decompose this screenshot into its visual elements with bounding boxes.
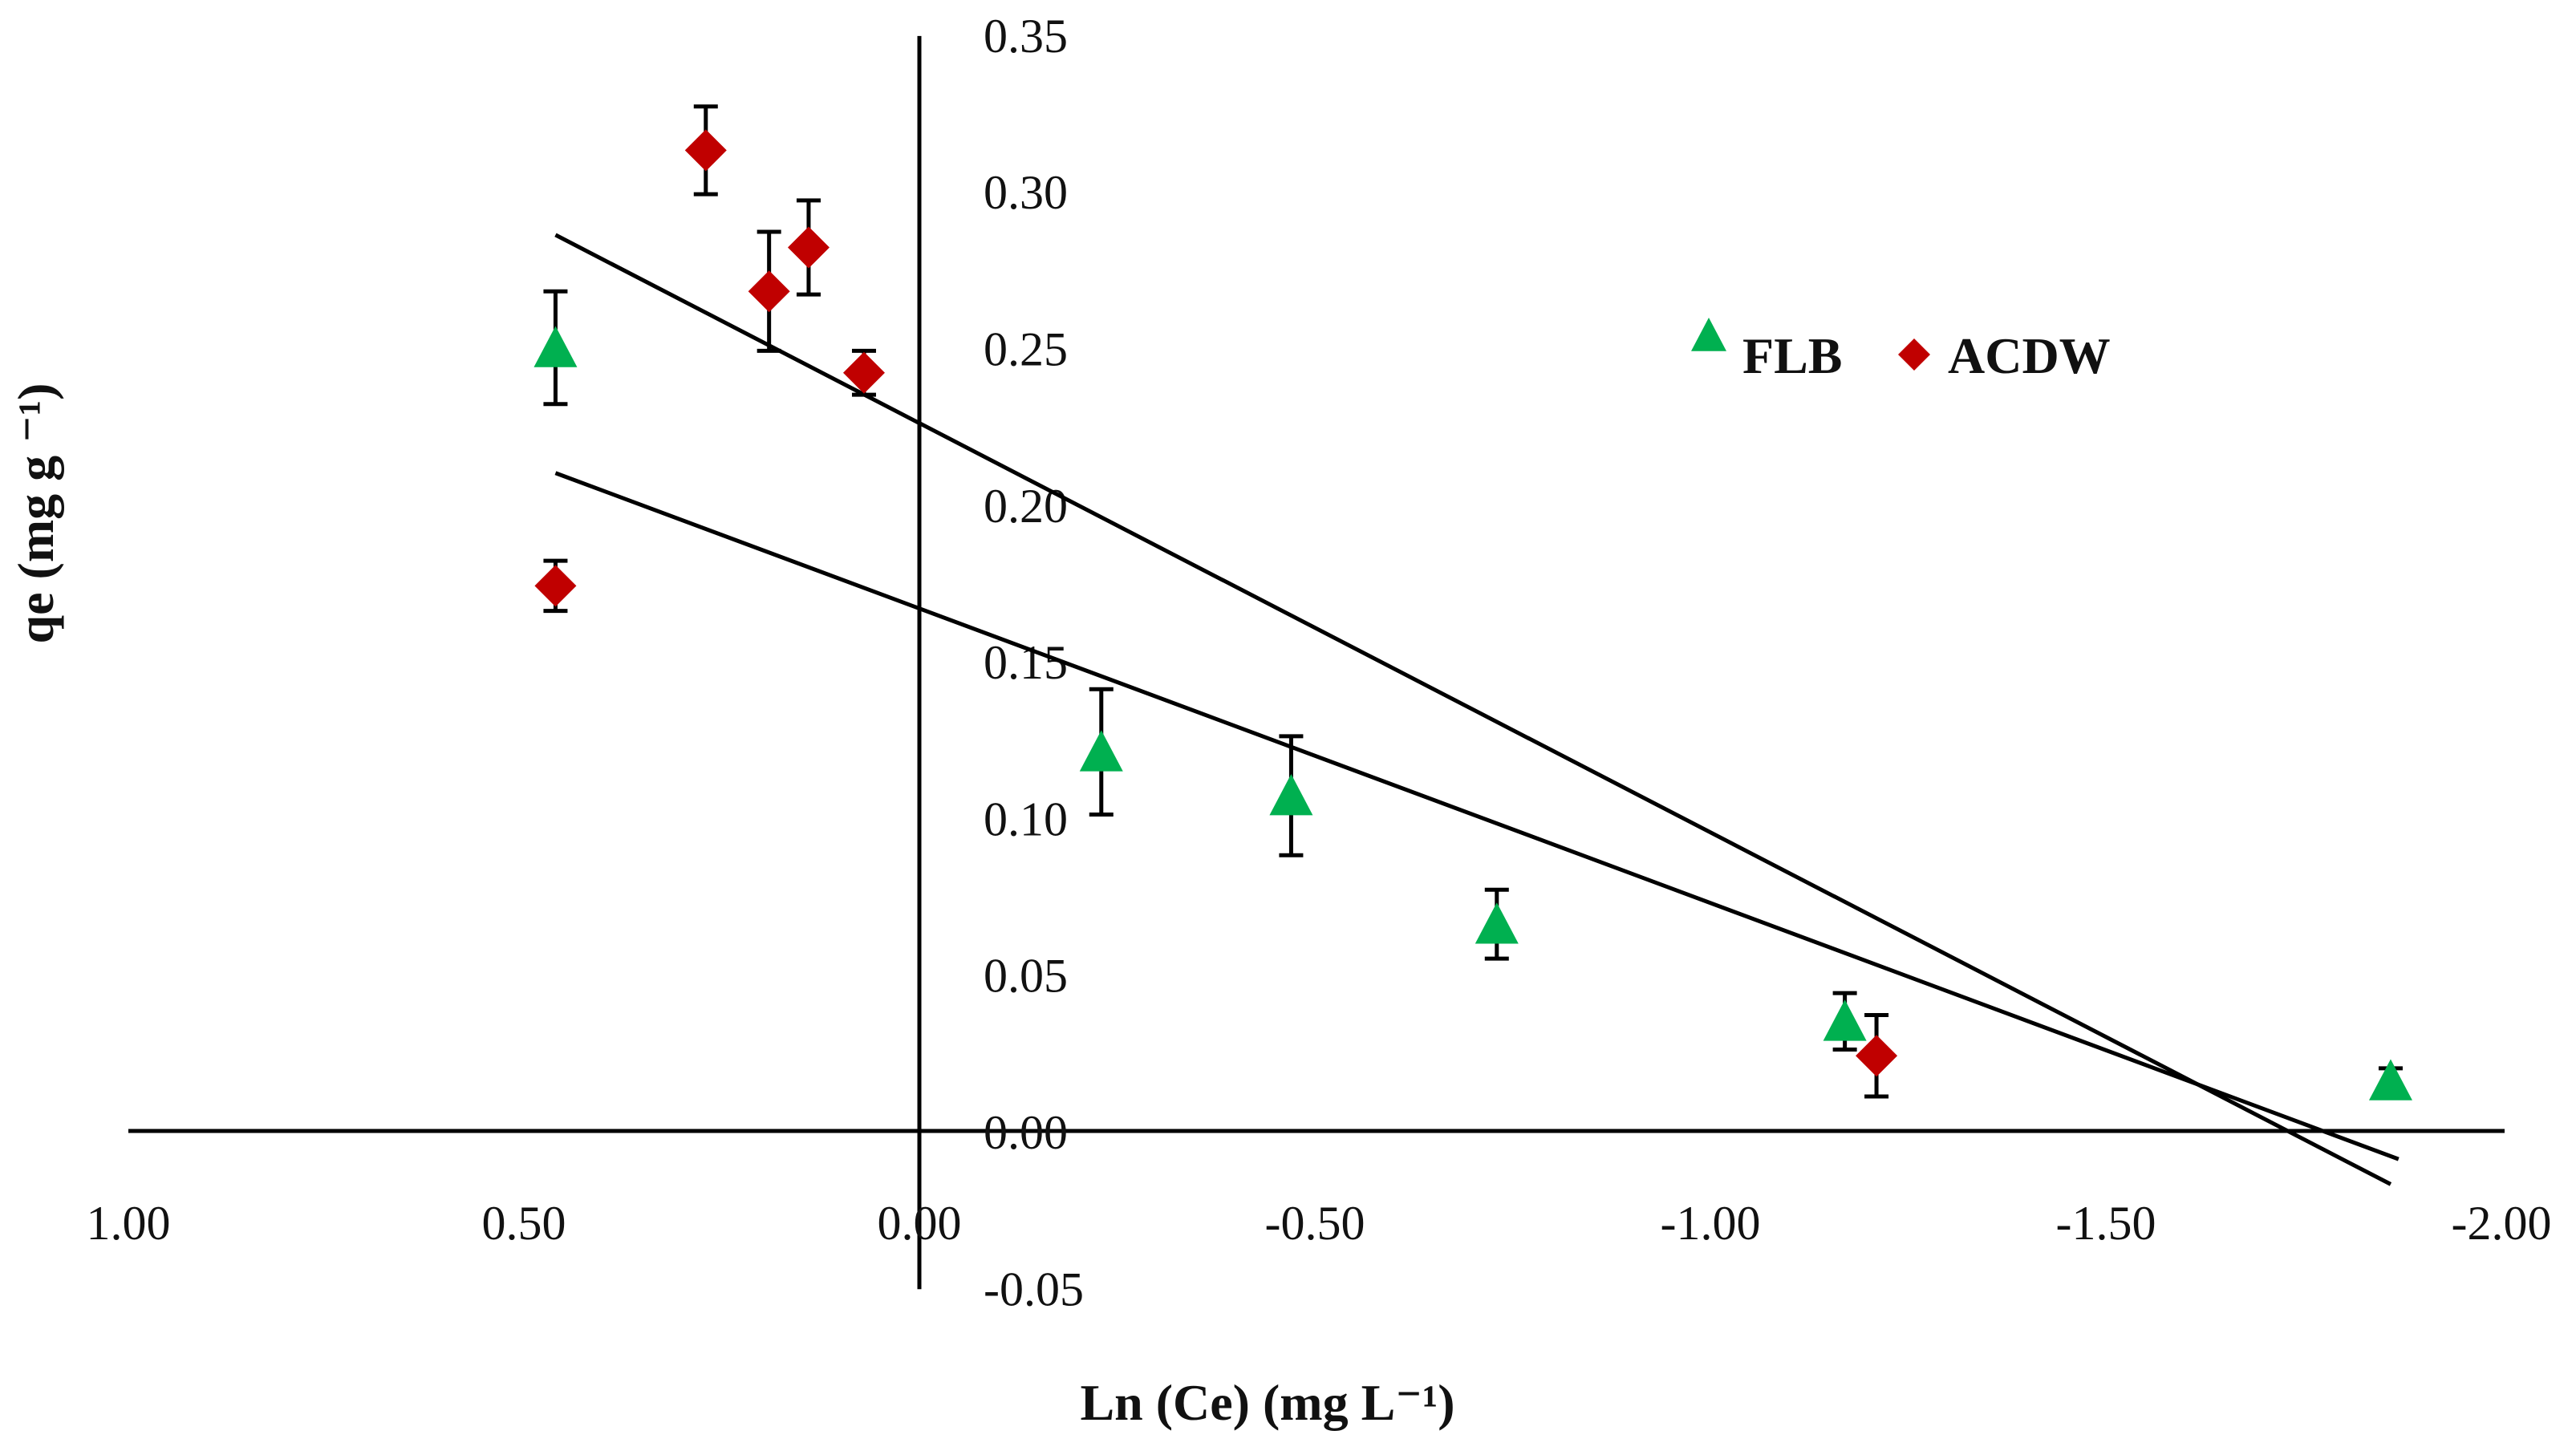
legend-item-acdw: ACDW (1898, 327, 2111, 384)
y-tick-label: 0.05 (984, 950, 1068, 1003)
data-point-flb (2368, 1059, 2412, 1100)
data-point-flb (533, 326, 578, 367)
trendline (554, 233, 2392, 1186)
y-tick-label: 0.10 (984, 792, 1068, 845)
data-point-acdw (842, 351, 885, 394)
x-tick-label: 0.50 (482, 1197, 566, 1250)
y-tick-label: -0.05 (984, 1263, 1084, 1315)
data-point-acdw (534, 565, 577, 607)
x-axis-title: Ln (Ce) (mg L⁻¹) (1080, 1374, 1454, 1431)
y-tick-label: 0.20 (984, 480, 1068, 533)
data-point-flb (1269, 774, 1313, 816)
trendline (554, 471, 2400, 1161)
y-tick-label: 0.15 (984, 636, 1068, 689)
x-tick-label: -1.00 (1661, 1197, 1761, 1250)
legend: FLB ACDW (1691, 318, 2111, 384)
data-point-acdw (684, 129, 727, 172)
x-tick-label: -0.50 (1265, 1197, 1365, 1250)
axes: 1.00 0.50 0.00 -0.50 -1.00 -1.50 -2.00 -0.05 0.0… (87, 10, 2552, 1315)
x-tick-label: 1.00 (87, 1197, 171, 1250)
data-point-flb (1823, 999, 1867, 1041)
data-marks (533, 104, 2412, 1186)
data-point-flb (1475, 902, 1519, 944)
legend-label: FLB (1742, 327, 1842, 384)
x-tick-label: 0.00 (878, 1197, 962, 1250)
y-tick-label: 0.25 (984, 323, 1068, 376)
data-point-acdw (1856, 1035, 1898, 1077)
legend-item-flb: FLB (1691, 318, 1842, 384)
legend-marker-diamond (1898, 338, 1930, 371)
data-point-acdw (787, 226, 830, 269)
y-axis-title: qe (mg g ⁻¹) (7, 383, 64, 644)
y-tick-label: 0.35 (984, 10, 1068, 63)
data-point-flb (1079, 730, 1123, 772)
data-point-acdw (748, 270, 790, 313)
y-tick-label: 0.00 (984, 1106, 1068, 1159)
legend-marker-triangle (1691, 318, 1726, 351)
y-tick-label: 0.30 (984, 166, 1068, 219)
x-tick-label: -2.00 (2452, 1197, 2552, 1250)
legend-label: ACDW (1948, 327, 2111, 384)
x-tick-label: -1.50 (2056, 1197, 2156, 1250)
